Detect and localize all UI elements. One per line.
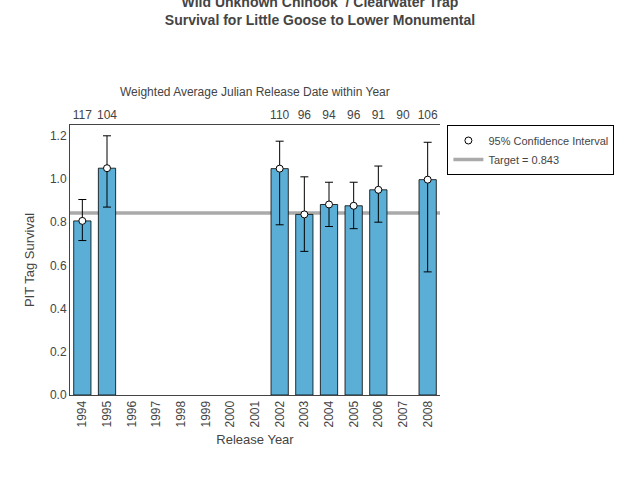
svg-text:2004: 2004: [322, 400, 336, 427]
svg-text:2000: 2000: [223, 400, 237, 427]
svg-text:106: 106: [418, 108, 438, 122]
svg-text:Target = 0.843: Target = 0.843: [488, 154, 559, 166]
svg-text:0.6: 0.6: [50, 259, 67, 273]
svg-text:91: 91: [372, 108, 386, 122]
svg-text:1.2: 1.2: [50, 129, 67, 143]
svg-text:1.0: 1.0: [50, 172, 67, 186]
svg-text:Wild Unknown Chinook / Clearw: Wild Unknown Chinook / Clearwater TrapSu…: [165, 0, 475, 28]
svg-text:Weighted Average Julian Releas: Weighted Average Julian Release Date wit…: [120, 85, 390, 99]
svg-text:1999: 1999: [199, 400, 213, 427]
svg-text:1998: 1998: [174, 400, 188, 427]
svg-text:117: 117: [73, 108, 92, 122]
svg-text:Release Year: Release Year: [216, 432, 294, 447]
svg-text:0.4: 0.4: [50, 302, 67, 316]
svg-text:1997: 1997: [149, 400, 163, 427]
svg-text:0.2: 0.2: [50, 345, 67, 359]
svg-text:0.8: 0.8: [50, 215, 67, 229]
svg-text:2001: 2001: [248, 400, 262, 427]
svg-text:1994: 1994: [75, 400, 89, 427]
svg-text:1995: 1995: [100, 400, 114, 427]
svg-text:2005: 2005: [347, 400, 361, 427]
svg-text:2003: 2003: [297, 400, 311, 427]
svg-text:94: 94: [322, 108, 336, 122]
svg-text:110: 110: [270, 108, 289, 122]
svg-text:2007: 2007: [396, 400, 410, 427]
svg-text:0.0: 0.0: [50, 388, 67, 402]
svg-text:PIT Tag Survival: PIT Tag Survival: [22, 213, 37, 307]
svg-text:96: 96: [347, 108, 361, 122]
svg-text:2006: 2006: [371, 400, 385, 427]
svg-text:96: 96: [298, 108, 312, 122]
svg-text:90: 90: [396, 108, 410, 122]
svg-text:104: 104: [97, 108, 117, 122]
svg-text:1996: 1996: [125, 400, 139, 427]
svg-text:95% Confidence Interval: 95% Confidence Interval: [488, 135, 608, 147]
svg-text:2002: 2002: [273, 400, 287, 427]
svg-text:2008: 2008: [421, 400, 435, 427]
